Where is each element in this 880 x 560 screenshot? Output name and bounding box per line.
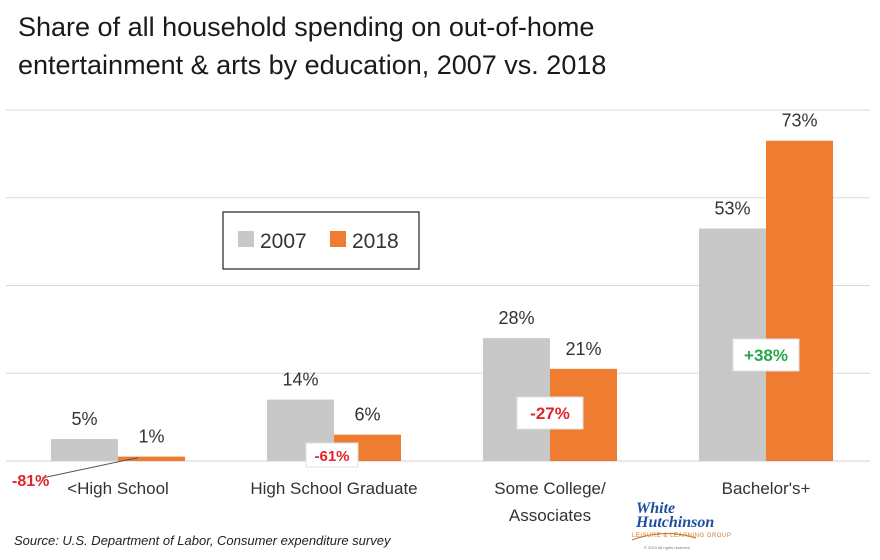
legend-swatch-2018 [330, 231, 346, 247]
data-label: 5% [71, 409, 97, 429]
data-label: 28% [498, 308, 534, 328]
change-label: -61% [314, 448, 349, 465]
change-callout-box [516, 396, 584, 430]
data-label: 21% [565, 339, 601, 359]
logo-line-3: LEISURE & LEARNING GROUP [632, 533, 732, 539]
data-label: 53% [714, 198, 750, 218]
callout-leader [41, 457, 139, 479]
x-tick-label: <High School [67, 479, 169, 498]
logo-swoosh [631, 532, 697, 541]
source-note: Source: U.S. Department of Labor, Consum… [14, 533, 391, 548]
title-line-1: Share of all household spending on out-o… [18, 12, 595, 42]
bar-2007 [51, 439, 118, 461]
change-callout-box [305, 442, 359, 468]
x-tick-label: Associates [509, 506, 591, 525]
x-tick-label: High School Graduate [250, 479, 417, 498]
legend-swatch-2007 [238, 231, 254, 247]
chart-title: Share of all household spending on out-o… [18, 8, 718, 84]
legend-label: 2007 [260, 230, 307, 253]
change-label: +38% [744, 346, 788, 365]
bar-2018 [766, 140, 833, 461]
x-tick-label: Some College/ [494, 479, 606, 498]
logo-line-4: © 2019 All rights reserved [644, 545, 690, 550]
data-label: 6% [354, 405, 380, 425]
logo-line-1: White [636, 500, 676, 517]
change-label: -81% [12, 473, 49, 490]
change-label: -27% [530, 404, 570, 423]
logo-line-2: Hutchinson [636, 514, 715, 531]
bar-2018 [118, 456, 185, 461]
white-hutchinson-logo: White Hutchinson LEISURE & LEARNING GROU… [630, 500, 731, 556]
data-label: 73% [781, 111, 817, 131]
legend-label: 2018 [352, 230, 399, 253]
data-label: 1% [138, 427, 164, 447]
change-callout-box [732, 338, 800, 372]
title-line-2: entertainment & arts by education, 2007 … [18, 50, 607, 80]
data-label: 14% [282, 370, 318, 390]
x-tick-label: Bachelor's+ [722, 479, 811, 498]
legend-box [222, 211, 420, 270]
